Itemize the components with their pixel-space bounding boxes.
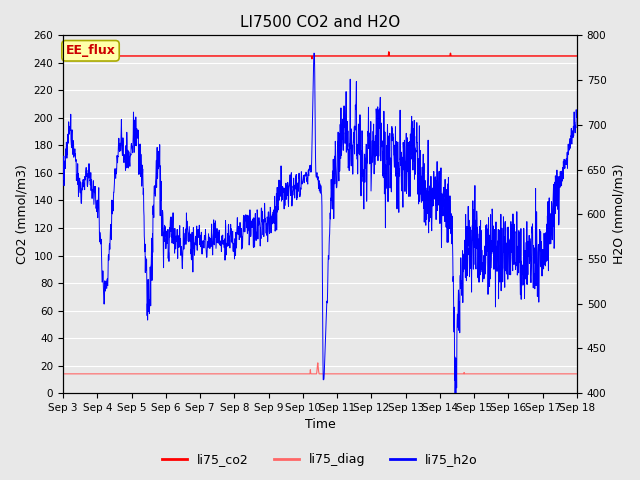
X-axis label: Time: Time [305,419,335,432]
Title: LI7500 CO2 and H2O: LI7500 CO2 and H2O [240,15,400,30]
Y-axis label: H2O (mmol/m3): H2O (mmol/m3) [612,164,625,264]
Y-axis label: CO2 (mmol/m3): CO2 (mmol/m3) [15,164,28,264]
Legend: li75_co2, li75_diag, li75_h2o: li75_co2, li75_diag, li75_h2o [157,448,483,471]
Text: EE_flux: EE_flux [65,44,115,57]
